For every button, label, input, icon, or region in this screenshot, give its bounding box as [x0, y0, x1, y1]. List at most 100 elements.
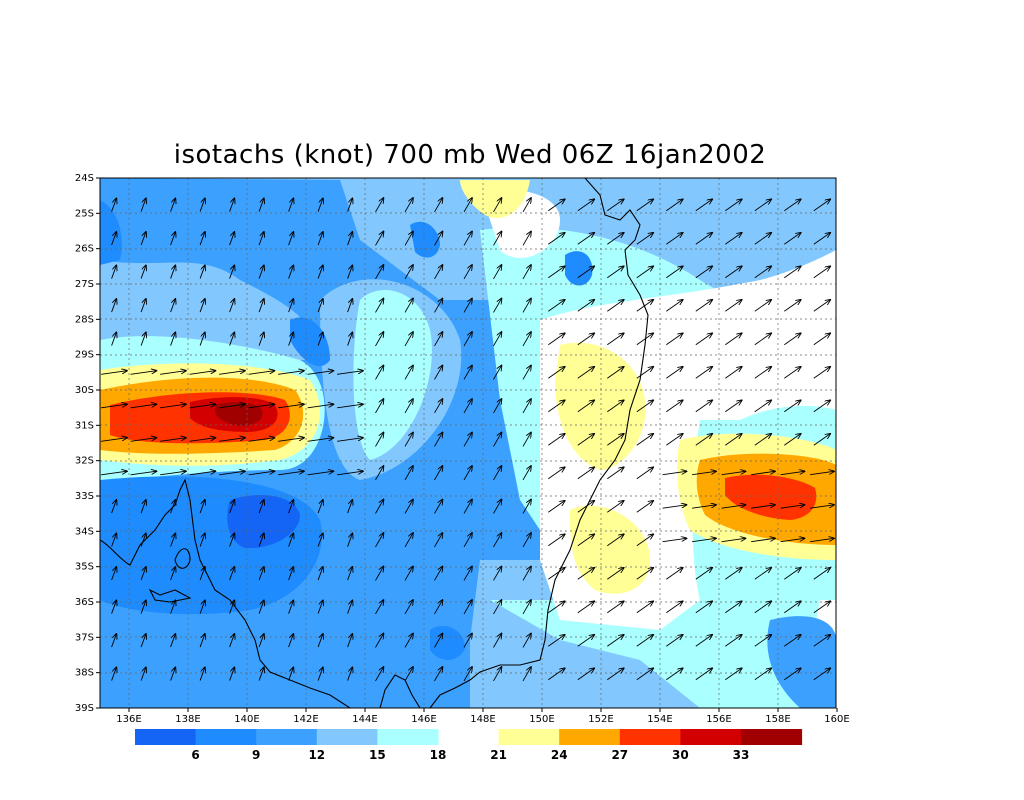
wind-arrow: [721, 538, 746, 543]
wind-arrow: [666, 568, 682, 580]
wind-arrow: [607, 233, 623, 245]
wind-arrow: [607, 367, 623, 379]
wind-arrow: [160, 438, 186, 442]
wind-arrow: [636, 333, 653, 346]
wind-arrow: [317, 332, 323, 346]
wind-arrow: [695, 400, 712, 413]
wind-arrow: [288, 533, 294, 547]
wind-arrow: [229, 198, 235, 212]
wind-arrow: [607, 434, 623, 446]
wind-arrow: [347, 667, 353, 681]
wind-arrow: [493, 533, 502, 548]
wind-arrow: [522, 332, 531, 347]
lon-label: 158E: [765, 714, 790, 725]
wind-arrow: [229, 667, 235, 681]
wind-arrow: [695, 601, 712, 614]
wind-arrow: [548, 333, 564, 346]
wind-arrow: [725, 367, 741, 379]
wind-arrow: [548, 534, 564, 547]
lon-label: 146E: [411, 714, 436, 725]
wind-arrow: [229, 533, 235, 547]
wind-arrow: [375, 399, 384, 414]
wind-arrow: [522, 667, 531, 682]
wind-arrow: [375, 500, 384, 514]
wind-arrow: [111, 265, 117, 279]
colorbar-label: 9: [252, 748, 260, 762]
wind-arrow: [170, 667, 176, 681]
wind-arrow: [784, 199, 800, 212]
wind-arrow: [463, 567, 472, 581]
wind-arrow: [347, 299, 353, 313]
wind-arrow: [278, 471, 304, 476]
wind-arrow: [813, 434, 830, 446]
colorbar-swatch: [680, 729, 742, 745]
wind-arrow: [375, 600, 384, 615]
wind-arrow: [666, 233, 682, 245]
wind-arrow: [347, 198, 353, 212]
wind-arrow: [751, 505, 775, 509]
wind-arrow: [199, 634, 205, 648]
coastline: [100, 178, 649, 708]
colorbar-swatch: [195, 729, 257, 745]
wind-arrow: [111, 500, 117, 514]
wind-arrow: [288, 500, 294, 514]
wind-arrow: [725, 400, 741, 413]
wind-arrow: [170, 232, 176, 246]
wind-arrow: [101, 371, 127, 375]
wind-arrow: [666, 266, 682, 279]
wind-arrow: [493, 600, 502, 615]
wind-arrow: [754, 233, 771, 245]
lon-label: 152E: [588, 714, 613, 725]
wind-arrow: [111, 567, 117, 581]
wind-arrow: [810, 505, 834, 509]
wind-arrow: [248, 471, 275, 476]
wind-arrow: [258, 667, 264, 681]
wind-arrow: [662, 538, 687, 543]
wind-arrow: [347, 567, 353, 581]
wind-arrow: [548, 400, 564, 413]
wind-arrow: [404, 366, 413, 380]
wind-arrow: [813, 266, 830, 279]
wind-arrow: [522, 466, 531, 481]
wind-arrow: [404, 299, 413, 313]
wind-arrow: [463, 299, 472, 313]
wind-arrow: [170, 299, 176, 313]
wind-arrow: [317, 667, 323, 681]
lat-label: 25S: [75, 208, 94, 219]
wind-arrow: [636, 199, 653, 212]
wind-arrow: [666, 300, 682, 312]
wind-arrow: [725, 266, 741, 279]
wind-arrow: [317, 600, 323, 614]
wind-arrow: [434, 198, 443, 213]
wind-arrow: [347, 634, 353, 648]
wind-arrow: [375, 567, 384, 581]
wind-arrow: [463, 265, 472, 280]
wind-arrow: [347, 332, 353, 346]
wind-arrow: [130, 371, 157, 375]
wind-arrow: [463, 600, 472, 615]
colorbar-label: 33: [733, 748, 750, 762]
wind-arrow: [607, 400, 623, 413]
wind-arrow: [493, 567, 502, 581]
wind-arrow: [813, 233, 830, 245]
lon-axis: 136E 138E 140E 142E 144E 146E 148E 150E 152E 154E…: [116, 708, 850, 725]
lat-label: 32S: [75, 456, 94, 467]
wind-arrow: [784, 300, 800, 312]
wind-arrow: [754, 367, 771, 379]
wind-arrow: [692, 471, 716, 476]
wind-arrow: [463, 332, 472, 347]
wind-arrow: [493, 466, 502, 481]
wind-arrow: [754, 601, 771, 614]
wind-arrow: [170, 567, 176, 581]
wind-arrow: [636, 300, 653, 312]
colorbar-swatch: [316, 729, 378, 745]
wind-arrow: [170, 198, 176, 212]
wind-arrow: [577, 467, 594, 480]
wind-arrow: [607, 266, 623, 279]
wind-arrow: [522, 433, 531, 447]
wind-arrow: [375, 366, 384, 380]
lon-label: 154E: [647, 714, 672, 725]
wind-arrow: [725, 300, 741, 312]
wind-arrow: [754, 333, 771, 346]
